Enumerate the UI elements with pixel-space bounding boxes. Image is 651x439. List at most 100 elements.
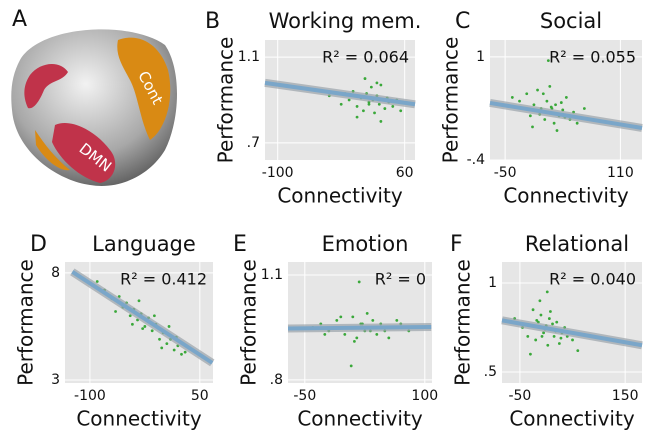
data-point — [526, 335, 529, 338]
x-axis-label: Connectivity — [277, 184, 402, 208]
data-point — [323, 333, 326, 336]
data-point — [540, 314, 543, 317]
data-point — [339, 316, 342, 319]
data-point — [355, 336, 358, 339]
data-point — [379, 120, 382, 123]
data-point — [375, 333, 378, 336]
data-point — [184, 351, 187, 354]
panel-label: D — [30, 232, 47, 257]
y-tick-label: -.4 — [467, 152, 486, 168]
y-tick-label: 1 — [476, 49, 485, 65]
x-tick-label: 110 — [607, 165, 634, 181]
annotation: R² = 0.412 — [120, 270, 207, 289]
data-point — [180, 353, 183, 356]
data-point — [173, 349, 176, 352]
data-point — [558, 342, 561, 345]
fit-line — [288, 327, 431, 328]
y-tick-label: 3 — [51, 372, 60, 388]
x-tick-label: -100 — [262, 165, 294, 181]
data-point — [343, 333, 346, 336]
data-point — [560, 101, 563, 104]
x-tick-label: 60 — [396, 165, 414, 181]
data-point — [379, 84, 382, 87]
data-point — [525, 92, 528, 95]
data-point — [554, 103, 557, 106]
data-point — [138, 299, 141, 302]
data-point — [368, 103, 371, 106]
data-point — [511, 96, 514, 99]
data-point — [543, 118, 546, 121]
x-tick-label: -50 — [293, 388, 316, 404]
y-tick-label: .8 — [270, 372, 283, 388]
data-point — [114, 310, 117, 313]
panel-label: C — [455, 9, 470, 34]
panel-label: A — [12, 7, 27, 32]
annotation: R² = 0.040 — [549, 270, 636, 289]
x-tick-label: -50 — [494, 165, 517, 181]
x-axis-label: Connectivity — [509, 407, 634, 431]
data-point — [141, 327, 144, 330]
data-point — [583, 107, 586, 110]
y-axis-label: Performance — [14, 259, 38, 386]
data-point — [364, 77, 367, 80]
data-point — [351, 316, 354, 319]
data-point — [160, 346, 163, 349]
data-point — [534, 339, 537, 342]
data-point — [395, 319, 398, 322]
data-point — [143, 325, 146, 328]
y-axis-label: Performance — [237, 259, 261, 386]
data-point — [373, 111, 376, 114]
y-axis-label: Performance — [439, 37, 463, 164]
data-point — [383, 107, 386, 110]
panel-label: B — [205, 9, 220, 34]
y-tick-label: .5 — [484, 364, 497, 380]
x-axis-label: Connectivity — [76, 407, 201, 431]
data-point — [168, 325, 171, 328]
data-point — [529, 353, 532, 356]
figure: A Cont DMN BWorking mem.1.1.7-10060R² = … — [0, 0, 651, 435]
data-point — [556, 129, 559, 132]
data-point — [538, 299, 541, 302]
data-point — [518, 100, 521, 103]
annotation: R² = 0 — [375, 270, 426, 289]
data-point — [546, 290, 549, 293]
data-point — [366, 312, 369, 315]
data-point — [370, 86, 373, 89]
data-point — [96, 280, 99, 283]
data-point — [335, 319, 338, 322]
chart-title: Relational — [525, 232, 629, 256]
data-point — [356, 116, 359, 119]
x-tick-label: 100 — [411, 388, 438, 404]
chart-title: Language — [92, 232, 196, 256]
data-point — [548, 317, 551, 320]
chart-title: Working mem. — [269, 9, 422, 33]
data-point — [358, 281, 361, 284]
data-point — [553, 122, 556, 125]
data-point — [542, 92, 545, 95]
data-point — [551, 323, 554, 326]
data-point — [535, 319, 538, 322]
y-tick-label: 8 — [51, 265, 60, 281]
data-point — [158, 338, 161, 341]
y-tick-label: 1.1 — [261, 267, 283, 283]
data-point — [549, 310, 552, 313]
data-point — [555, 321, 558, 324]
data-point — [340, 103, 343, 106]
x-tick-label: 50 — [191, 388, 209, 404]
data-point — [571, 339, 574, 342]
data-point — [362, 109, 365, 112]
data-point — [533, 103, 536, 106]
x-tick-label: -50 — [508, 388, 531, 404]
data-point — [560, 337, 563, 340]
data-point — [353, 340, 356, 343]
panel-label: F — [450, 232, 463, 257]
chart-title: Emotion — [322, 232, 409, 256]
data-point — [546, 344, 549, 347]
data-point — [550, 106, 553, 109]
data-point — [371, 319, 374, 322]
data-point — [576, 349, 579, 352]
data-point — [391, 105, 394, 108]
